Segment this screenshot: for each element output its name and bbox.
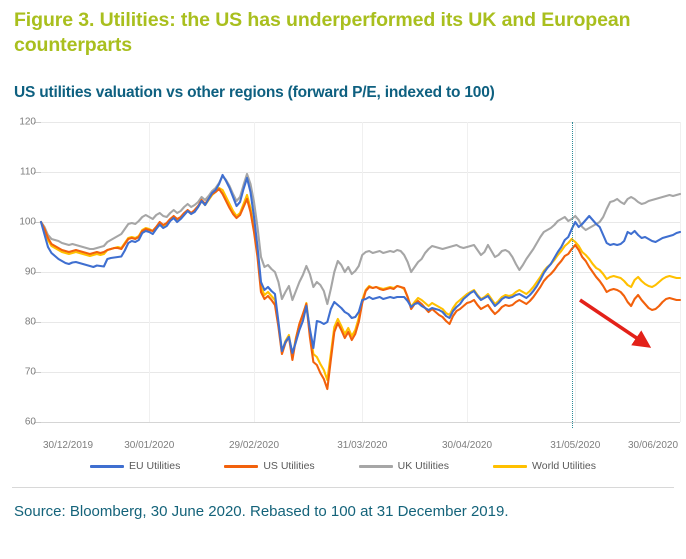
y-axis-tick-label: 90 <box>24 266 36 278</box>
series-lines <box>39 172 682 391</box>
y-axis-tick <box>34 422 41 423</box>
x-axis-tick-label: 30/04/2020 <box>441 440 493 451</box>
x-gridline <box>254 122 255 422</box>
plot-area: 60 70 80 90 100 110 120 <box>0 112 686 442</box>
gridline <box>41 322 680 323</box>
x-axis-labels: 30/12/2019 30/01/2020 29/02/2020 31/03/2020… <box>0 440 686 460</box>
legend-item[interactable]: EU Utilities <box>89 460 181 472</box>
x-gridline <box>680 122 681 422</box>
y-axis-tick <box>34 222 41 223</box>
x-gridline <box>362 122 364 422</box>
legend-label: US Utilities <box>263 460 315 472</box>
x-gridline <box>467 122 468 422</box>
vertical-dotted-marker <box>571 122 573 428</box>
x-axis-tick-label: 30/06/2020 <box>627 440 679 451</box>
y-axis-tick <box>34 322 41 323</box>
y-axis-tick-label: 60 <box>24 416 36 428</box>
legend-swatch-icon <box>89 464 124 468</box>
figure-title: Figure 3. Utilities: the US has underper… <box>14 9 631 56</box>
y-axis-tick <box>34 172 41 173</box>
x-axis-tick-label: 31/03/2020 <box>337 440 388 451</box>
legend-label: World Utilities <box>532 460 596 472</box>
series-line <box>39 172 682 306</box>
gridline <box>41 422 680 423</box>
series-line <box>39 173 682 355</box>
legend-item[interactable]: US Utilities <box>224 460 315 472</box>
chart-title: US utilities valuation vs other regions … <box>14 84 495 101</box>
legend-item[interactable]: World Utilities <box>493 460 596 472</box>
x-gridline <box>149 122 151 422</box>
x-axis-tick-label: 31/05/2020 <box>550 440 601 451</box>
x-axis-tick-label: 30/12/2019 <box>42 440 94 451</box>
gridline <box>41 272 680 273</box>
y-axis-tick <box>34 122 41 123</box>
arrow-shaft <box>578 298 652 348</box>
source-divider <box>12 487 674 488</box>
y-axis-tick-label: 100 <box>19 216 36 228</box>
x-gridline <box>575 122 577 422</box>
legend-swatch-icon <box>493 464 528 468</box>
legend-swatch-icon <box>224 464 259 468</box>
chart-legend: EU Utilities US Utilities UK Utilities Worl… <box>0 455 686 477</box>
y-axis-tick-label: 80 <box>24 316 36 328</box>
gridline <box>41 122 680 123</box>
y-axis-tick <box>34 272 41 273</box>
x-axis-tick-label: 30/01/2020 <box>124 440 175 451</box>
gridline <box>41 222 680 223</box>
source-note: Source: Bloomberg, 30 June 2020. Rebased… <box>14 503 509 520</box>
y-axis-labels: 60 70 80 90 100 110 120 <box>0 112 40 428</box>
legend-label: UK Utilities <box>397 460 450 472</box>
legend-item[interactable]: UK Utilities <box>358 460 450 472</box>
x-axis-tick-label: 29/02/2020 <box>228 440 280 451</box>
series-line <box>39 187 682 391</box>
gridline <box>41 172 680 173</box>
y-axis-tick-label: 110 <box>20 166 36 178</box>
y-axis-tick <box>34 372 41 373</box>
y-axis-tick-label: 120 <box>19 116 36 128</box>
legend-label: EU Utilities <box>128 460 181 472</box>
legend-swatch-icon <box>358 464 393 468</box>
downtrend-arrow <box>578 298 652 348</box>
gridline <box>41 372 680 373</box>
y-axis-tick-label: 70 <box>24 366 36 378</box>
